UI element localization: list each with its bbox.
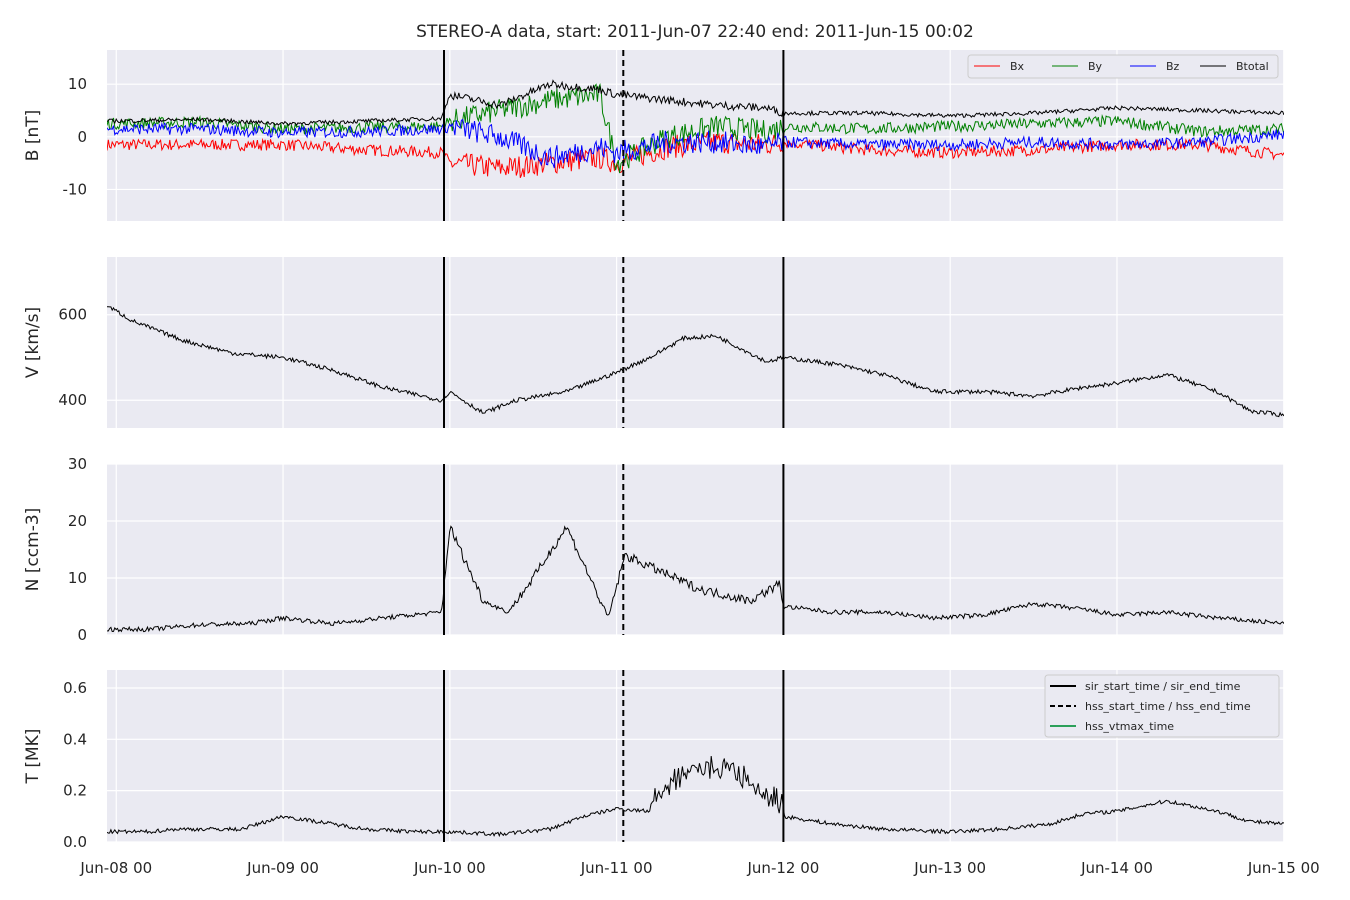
plot-area	[107, 464, 1284, 635]
panel-B: 10 0 -10 B [nT] Bx By Bz Btotal	[23, 50, 1285, 221]
legend-label: Bz	[1166, 60, 1180, 73]
legend: Bx By Bz Btotal	[967, 54, 1279, 79]
x-tick-label: Jun-14 00	[1080, 859, 1153, 877]
y-tick-label: 400	[58, 391, 87, 409]
y-tick-label: 0	[77, 626, 87, 644]
series-line-v	[107, 306, 1284, 418]
legend-label: hss_start_time / hss_end_time	[1085, 700, 1251, 713]
legend-label: hss_vtmax_time	[1085, 720, 1174, 733]
x-tick-label: Jun-08 00	[79, 859, 152, 877]
x-tick-label: Jun-11 00	[580, 859, 653, 877]
chart-title: STEREO-A data, start: 2011-Jun-07 22:40 …	[416, 22, 974, 42]
series-line-bz	[107, 118, 1284, 169]
legend-label: Bx	[1010, 60, 1025, 73]
legend: sir_start_time / sir_end_time hss_start_t…	[1044, 674, 1280, 738]
y-axis-label: B [nT]	[23, 110, 43, 162]
y-axis-label: T [MK]	[23, 729, 43, 785]
legend-box	[1044, 674, 1280, 738]
y-tick-label: 600	[58, 306, 87, 324]
series-line-n	[107, 525, 1284, 633]
x-tick-label: Jun-09 00	[246, 859, 319, 877]
panel-N: 30 20 10 0 N [ccm-3]	[23, 455, 1285, 644]
y-tick-label: 20	[68, 512, 87, 530]
plot-area	[107, 257, 1284, 428]
x-tick-label: Jun-12 00	[747, 859, 820, 877]
panel-V: 600 400 V [km/s]	[23, 257, 1285, 428]
x-tick-label: Jun-15 00	[1247, 859, 1320, 877]
legend-label: Btotal	[1236, 60, 1269, 73]
y-tick-label: 0.4	[63, 730, 87, 748]
y-tick-label: -10	[63, 180, 88, 198]
series-line-t	[107, 755, 1284, 838]
series-line-btotal	[107, 79, 1284, 127]
y-tick-label: 0.2	[63, 782, 87, 800]
y-tick-label: 30	[68, 455, 87, 473]
y-tick-label: 10	[68, 569, 87, 587]
legend-label: sir_start_time / sir_end_time	[1085, 680, 1241, 693]
y-tick-label: 0.0	[63, 833, 87, 851]
y-tick-label: 0	[77, 128, 87, 146]
y-tick-label: 0.6	[63, 679, 87, 697]
x-tick-label: Jun-13 00	[913, 859, 986, 877]
legend-box	[967, 54, 1279, 79]
series-line-by	[107, 82, 1284, 174]
x-tick-label: Jun-10 00	[413, 859, 486, 877]
y-axis-label: V [km/s]	[23, 307, 43, 378]
panel-T: 0.6 0.4 0.2 0.0 T [MK] Jun-08 00 Jun-09 00 Jun-…	[23, 670, 1320, 877]
y-tick-label: 10	[68, 75, 87, 93]
series-line-bx	[107, 132, 1284, 178]
legend-label: By	[1088, 60, 1103, 73]
y-axis-label: N [ccm-3]	[23, 508, 43, 592]
